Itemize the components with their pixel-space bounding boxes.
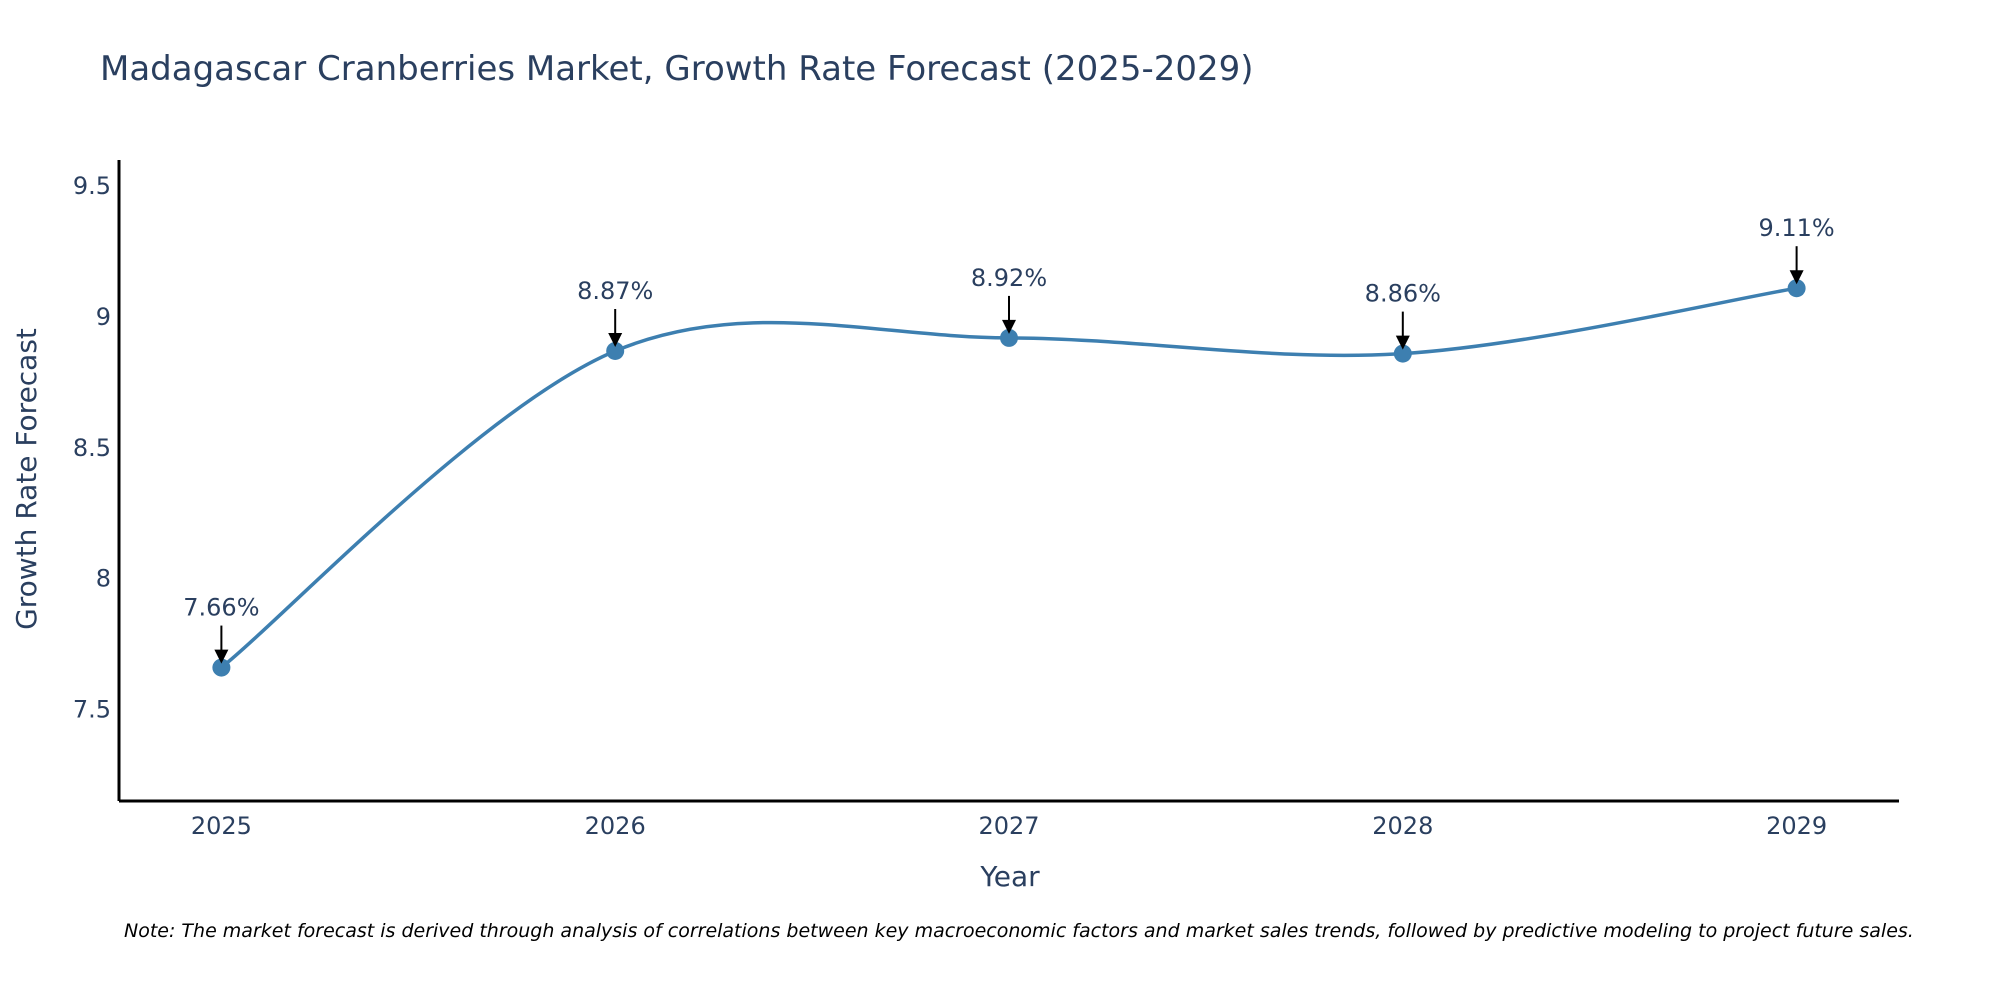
data-point — [1000, 328, 1018, 347]
x-tick-label: 2028 — [1372, 812, 1433, 840]
data-annotations: 7.66% 8.87% 8.92% 8.86% 9.11% — [183, 214, 1835, 664]
annotation-arrow-head — [1395, 335, 1410, 350]
data-markers — [212, 279, 1806, 677]
x-tick-label: 2027 — [978, 812, 1039, 840]
data-point — [1787, 279, 1806, 298]
data-point — [212, 658, 231, 677]
data-label: 8.87% — [577, 277, 653, 305]
y-axis-title: Growth Rate Forecast — [10, 328, 43, 630]
x-axis-ticks: 2025 2026 2027 2028 2029 — [191, 812, 1827, 840]
y-tick-label: 8.5 — [73, 434, 111, 462]
data-label-group: 7.66% — [183, 594, 260, 664]
data-point — [1393, 344, 1412, 363]
annotation-arrow-head — [214, 649, 229, 664]
data-label: 7.66% — [183, 594, 259, 622]
data-label: 8.92% — [971, 264, 1047, 292]
x-tick-label: 2029 — [1766, 812, 1827, 840]
y-tick-label: 7.5 — [73, 695, 111, 723]
annotation-arrow-head — [608, 332, 623, 347]
series-line — [220, 286, 1797, 669]
annotation-arrow-head — [1002, 319, 1016, 334]
data-label: 9.11% — [1758, 214, 1834, 242]
annotation-arrow-head — [1789, 270, 1804, 285]
x-axis-title: Year — [979, 860, 1040, 893]
data-label-group: 8.92% — [971, 264, 1047, 334]
footnote: Note: The market forecast is derived thr… — [124, 920, 1914, 942]
chart-title: Madagascar Cranberries Market, Growth Ra… — [100, 49, 1254, 89]
y-axis-ticks: 7.5 8 8.5 9 9.5 — [73, 172, 111, 723]
data-label-group: 8.86% — [1365, 280, 1441, 350]
data-label-group: 8.87% — [577, 277, 653, 347]
y-tick-label: 9 — [96, 303, 111, 331]
data-label: 8.86% — [1365, 280, 1441, 308]
data-label-group: 9.11% — [1758, 214, 1835, 285]
data-point — [606, 341, 625, 360]
x-tick-label: 2026 — [585, 812, 646, 840]
y-tick-label: 9.5 — [73, 172, 111, 200]
y-tick-label: 8 — [96, 565, 111, 593]
axes — [117, 160, 1899, 803]
x-tick-label: 2025 — [191, 812, 252, 840]
